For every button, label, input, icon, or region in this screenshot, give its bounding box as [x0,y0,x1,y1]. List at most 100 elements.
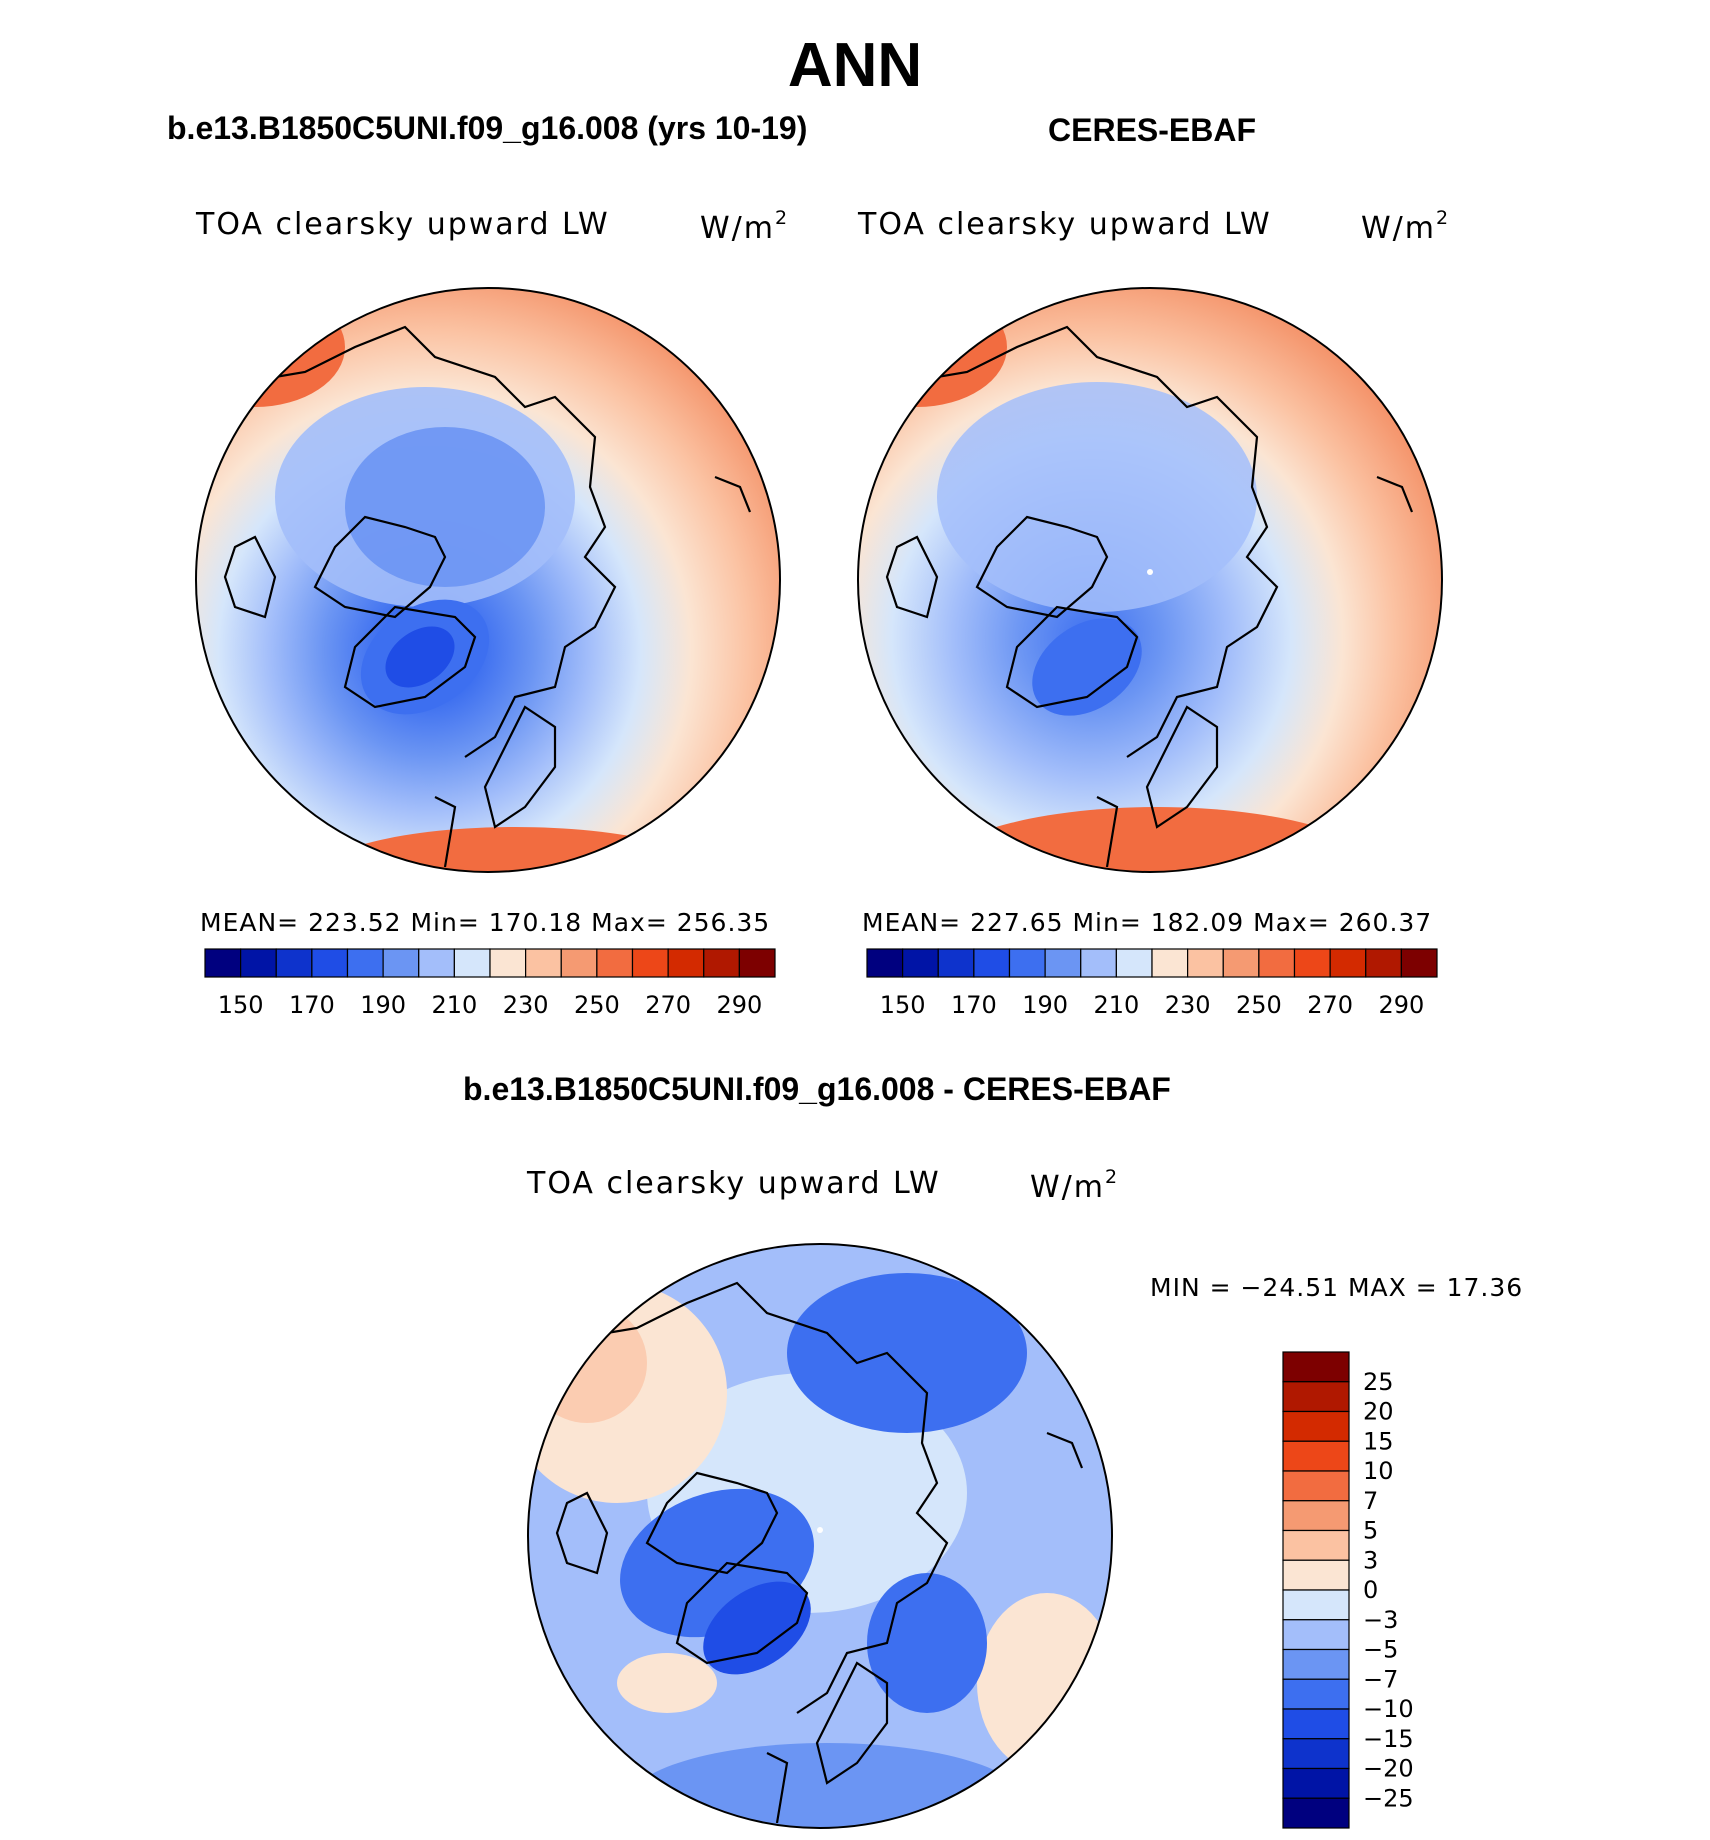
right-map-blob [1032,618,1142,716]
left-colorbar-tick-label: 250 [574,991,620,1019]
diff-panel-title: b.e13.B1850C5UNI.f09_g16.008 - CERES-EBA… [463,1071,1171,1107]
right-colorbar-tick-label: 190 [1022,991,1068,1019]
diff-colorbar-tick-label: −10 [1363,1695,1414,1723]
left-map-border [195,287,781,873]
left-colorbar-swatch [346,948,384,978]
right-colorbar-swatch [1293,948,1331,978]
right-polar-map [857,287,1443,873]
left-panel-title: b.e13.B1850C5UNI.f09_g16.008 (yrs 10-19) [167,110,808,146]
diff-colorbar-tick-label: 7 [1363,1487,1378,1515]
diff-colorbar-tick-label: −15 [1363,1725,1414,1753]
right-colorbar-swatch [1008,948,1046,978]
diff-map-blob [703,1581,811,1675]
diff-colorbar-swatch [1282,1648,1350,1680]
diff-map-blob [787,1273,1027,1433]
right-colorbar-swatch [1365,948,1402,978]
right-stats: MEAN= 227.65 Min= 182.09 Max= 260.37 [862,908,1433,937]
left-colorbar: 150 170 190 210 230 250 270 290 [204,948,776,1019]
diff-colorbar-tick-label: 25 [1363,1368,1394,1396]
left-variable-label: TOA clearsky upward LW [196,207,610,242]
diff-map-blob [627,1743,1027,1828]
right-variable-label: TOA clearsky upward LW [858,207,1272,242]
diff-coastline [675,1561,809,1665]
diff-coastline [555,1491,609,1575]
diff-colorbar-swatch [1282,1619,1350,1651]
left-colorbar-swatch [418,948,455,978]
diff-colorbar-swatch [1282,1589,1350,1621]
left-colorbar-tick-label: 230 [503,991,549,1019]
diff-colorbar-swatch [1282,1440,1350,1472]
right-colorbar-tick-label: 270 [1307,991,1353,1019]
right-coastline [1005,605,1139,709]
right-colorbar-swatch [1329,948,1367,978]
diff-colorbar-tick-label: −20 [1363,1755,1414,1783]
right-colorbar-swatch [1115,948,1153,978]
diff-colorbar-swatch [1282,1381,1350,1413]
right-units-label: W/m2 [1361,207,1451,246]
right-colorbar-swatch [866,948,904,978]
left-colorbar-swatch [382,948,420,978]
diff-colorbar-swatch [1282,1500,1350,1532]
diff-colorbar-swatch [1282,1410,1350,1442]
diff-colorbar-swatch [1282,1678,1350,1710]
left-coastline [343,605,477,709]
left-map-blob [385,626,455,688]
left-coastline [483,705,557,829]
right-colorbar-swatch [1080,948,1117,978]
left-map-blob [345,427,545,587]
left-colorbar-swatch [667,948,705,978]
right-colorbar-tick-label: 210 [1093,991,1139,1019]
left-coastline [313,515,447,619]
left-colorbar-swatch [703,948,740,978]
diff-map-blob [617,1653,717,1713]
figure-title: ANN [787,31,923,100]
left-coastline [223,535,277,619]
diff-colorbar-swatch [1282,1529,1350,1561]
right-colorbar-swatch [1187,948,1224,978]
left-colorbar-swatch [738,948,776,978]
right-colorbar-swatch [1151,948,1189,978]
diff-stats: MIN = −24.51 MAX = 17.36 [1150,1273,1524,1302]
right-colorbar-tick-label: 290 [1378,991,1424,1019]
right-colorbar-swatch [1044,948,1082,978]
right-coastline [1145,705,1219,829]
right-colorbar-swatch [973,948,1011,978]
diff-colorbar-swatch [1282,1470,1350,1502]
diff-colorbar-swatch [1282,1738,1350,1770]
right-coastline [975,515,1109,619]
left-colorbar-swatch [560,948,598,978]
left-stats: MEAN= 223.52 Min= 170.18 Max= 256.35 [200,908,771,937]
diff-colorbar-tick-label: 3 [1363,1546,1378,1574]
diff-colorbar-tick-label: −25 [1363,1784,1414,1812]
diff-coastline [815,1661,889,1785]
diff-colorbar-tick-label: 0 [1363,1576,1378,1604]
right-colorbar-swatch [1400,948,1438,978]
diff-colorbar-tick-label: 20 [1363,1398,1394,1426]
diff-colorbar-tick-label: 5 [1363,1517,1378,1545]
diff-map-blob [528,1303,647,1423]
diff-colorbar-swatch [1282,1767,1350,1799]
right-panel-title: CERES-EBAF [1048,112,1257,148]
left-colorbar-swatch [204,948,242,978]
diff-colorbar-tick-label: 10 [1363,1457,1394,1485]
left-colorbar-swatch [240,948,277,978]
diff-colorbar-swatch [1282,1351,1350,1383]
diff-colorbar-swatch [1282,1797,1350,1829]
diff-coastline [766,1752,789,1824]
left-coastline [244,325,617,758]
diff-colorbar-tick-label: −5 [1363,1636,1398,1664]
left-coastline [434,796,457,868]
left-colorbar-swatch [489,948,527,978]
right-colorbar-tick-label: 250 [1236,991,1282,1019]
right-colorbar-swatch [1258,948,1296,978]
left-map-blob [196,288,345,407]
diff-map-blob [867,1573,987,1713]
diff-map-border [527,1243,1113,1829]
diff-colorbar-tick-label: −3 [1363,1606,1398,1634]
left-colorbar-swatch [311,948,349,978]
right-colorbar: 150 170 190 210 230 250 270 290 [866,948,1438,1019]
left-polar-map [195,287,781,873]
left-colorbar-tick-label: 150 [218,991,264,1019]
right-coastline [885,535,939,619]
